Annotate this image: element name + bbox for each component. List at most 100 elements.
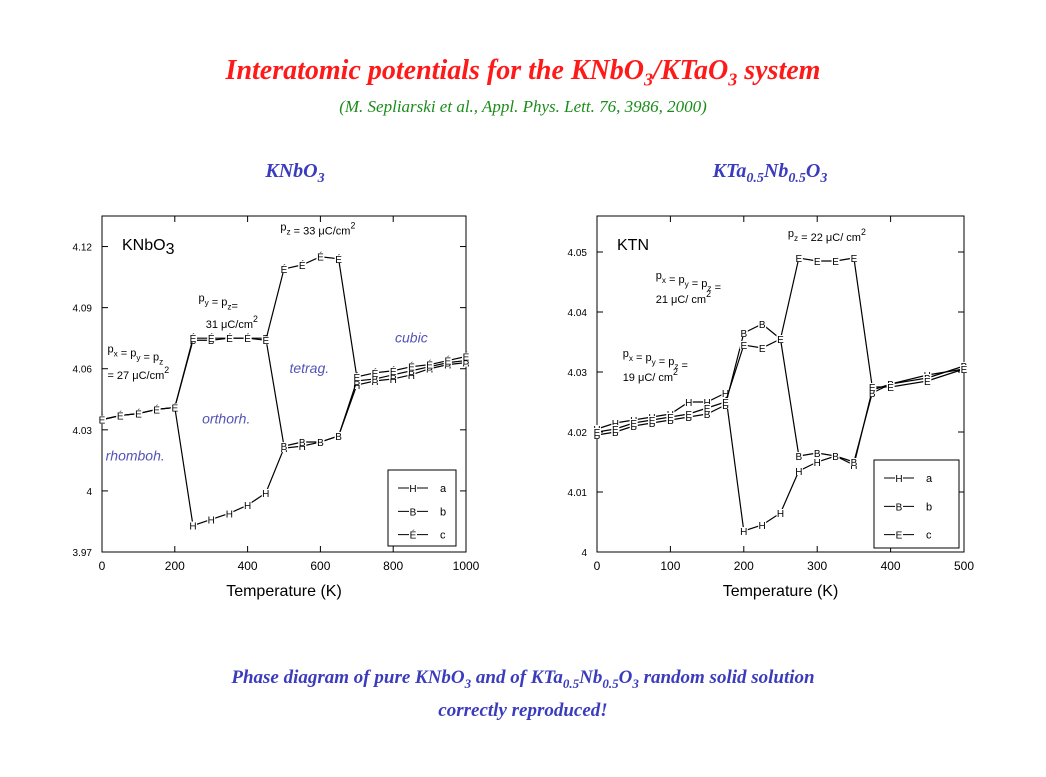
x-tick-label: 0 [99,559,106,573]
marker-bg [703,404,712,412]
annotation: px = py = pz = [623,348,688,372]
annotation: 19 μC/ cm2 [623,367,678,384]
data-point-b: B [685,413,692,424]
data-point-c: É [463,351,470,364]
marker-bg [721,389,730,397]
inset-label: KTN [617,237,649,254]
data-point-b: B [281,442,288,453]
page-title: Interatomic potentials for the KNbO3/KTa… [225,55,821,90]
y-tick-label: 4.01 [568,488,588,499]
data-point-b: B [740,329,747,340]
data-point-c: E [961,365,968,376]
marker-bg [721,398,730,406]
marker-bg [116,411,125,420]
marker-bg [207,334,216,343]
data-point-c: É [171,401,178,414]
marker-bg [758,344,767,352]
marker-bg [298,260,307,269]
y-tick-label: 4.09 [73,304,93,315]
data-point-b: B [649,419,656,430]
data-point-a: H [777,509,784,520]
data-point-b: B [390,371,397,382]
data-point-a: H [722,389,729,400]
marker-bg [739,341,748,349]
phase-label: tetrag. [289,360,329,376]
data-point-a: H [759,521,766,532]
annotation: px = py = pz = [656,270,721,294]
x-tick-label: 0 [594,559,601,573]
marker-bg [629,419,638,427]
data-point-c: E [796,254,803,265]
marker-bg [868,389,877,397]
data-point-b: B [851,458,858,469]
data-point-a: H [244,501,251,512]
legend-marker-bg [895,474,903,482]
data-point-c: E [924,377,931,388]
caption-line-2: correctly reproduced! [438,699,608,721]
marker-bg [739,329,748,337]
marker-bg [280,264,288,273]
marker-bg [923,377,932,385]
marker-bg [98,415,106,424]
data-point-c: É [408,361,415,374]
marker-bg [611,425,620,433]
data-point-c: E [887,383,894,394]
data-point-c: E [832,257,839,268]
data-point-c: E [759,344,766,355]
marker-bg [225,334,234,343]
panel-title-left: KNbO3 [265,160,325,186]
y-tick-label: 4.02 [568,428,588,439]
data-point-a: H [685,398,692,409]
data-point-c: É [190,332,197,345]
marker-bg [831,452,840,460]
annotation: 21 μC/ cm2 [656,289,711,306]
marker-bg [443,356,452,365]
marker-bg [776,335,785,343]
data-point-c: É [244,332,251,345]
data-point-b: B [814,449,821,460]
chart-2: 0 100 200 300 400 500 4 4.01 4.02 4.03 4.04 4.05 Tem… [568,215,974,600]
citation: (M. Sepliarski et al., Appl. Phys. Lett.… [339,97,707,116]
x-tick-label: 300 [807,559,827,573]
x-tick-label: 600 [310,559,330,573]
phase-label: orthorh. [202,411,250,427]
marker-bg [298,438,307,447]
data-point-c: É [153,403,160,416]
data-point-a: H [262,489,269,500]
data-point-a: H [408,371,415,382]
marker-bg [407,362,416,371]
annotation: pz = 22 μC/ cm2 [788,227,866,244]
data-point-b: B [667,416,674,427]
marker-bg [316,438,325,447]
data-point-c: E [685,410,692,421]
marker-bg [389,370,398,379]
data-point-b: B [630,422,637,433]
marker-bg [352,376,361,385]
marker-bg [831,257,840,265]
data-point-c: É [135,408,142,421]
marker-bg [207,515,216,524]
data-point-b: B [317,438,324,449]
data-point-b: B [832,452,839,463]
marker-bg [189,521,197,530]
data-point-c: E [814,257,821,268]
legend-marker-bg [895,530,903,539]
data-point-b: B [612,428,619,439]
marker-bg [794,452,803,460]
data-point-c: É [390,365,397,378]
data-point-a: H [740,527,747,538]
data-point-b: B [796,452,803,463]
marker-bg [849,254,858,262]
marker-bg [703,410,712,418]
legend-label: a [440,483,447,495]
data-point-c: É [262,334,269,347]
plot-frame [596,215,965,553]
marker-bg [225,509,234,518]
marker-bg [794,467,803,475]
data-point-c: E [722,398,729,409]
x-tick-label: 200 [165,559,185,573]
marker-bg [462,352,470,361]
legend-label: b [440,506,446,518]
